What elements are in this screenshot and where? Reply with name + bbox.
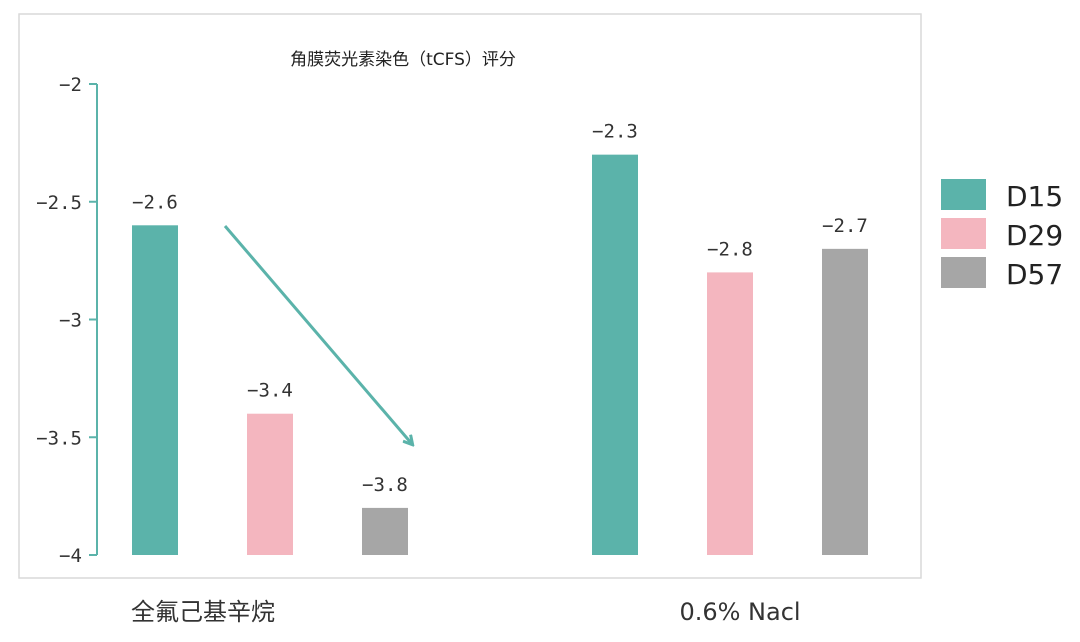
chart-title: 角膜荧光素染色（tCFS）评分 xyxy=(290,50,516,70)
y-tick-label: −2 xyxy=(59,74,82,96)
y-tick-label: −3.5 xyxy=(36,427,82,449)
data-labels: −2.6 −3.4 −3.8 −2.3 −2.8 −2.7 xyxy=(132,121,868,496)
legend-swatch-d57 xyxy=(941,257,986,288)
category-label: 0.6% Nacl xyxy=(679,598,800,626)
y-tick-label: −4 xyxy=(59,545,82,567)
legend-swatch-d15 xyxy=(941,179,986,210)
data-label: −3.4 xyxy=(247,380,293,402)
data-label: −2.3 xyxy=(592,121,638,143)
bar-d15-0 xyxy=(132,225,178,556)
bar-d57-1 xyxy=(822,248,868,555)
bar-d57-0 xyxy=(362,507,408,555)
trend-arrow xyxy=(223,225,412,444)
y-tick-label: −2.5 xyxy=(36,192,82,214)
bar-d29-0 xyxy=(247,413,293,555)
data-label: −3.8 xyxy=(362,474,408,496)
y-tick-label: −3 xyxy=(59,310,82,332)
y-axis: −2 −2.5 −3 −3.5 −4 xyxy=(36,74,98,567)
bar-d15-1 xyxy=(592,154,638,555)
legend-label-d57: D57 xyxy=(1006,258,1063,291)
legend: D15 D29 D57 xyxy=(941,179,1063,291)
category-label: 全氟己基辛烷 xyxy=(131,598,275,626)
bars xyxy=(132,154,868,556)
plot-frame xyxy=(18,13,922,579)
legend-label-d15: D15 xyxy=(1006,180,1063,213)
legend-label-d29: D29 xyxy=(1006,219,1063,252)
category-labels: 全氟己基辛烷 0.6% Nacl xyxy=(131,598,801,626)
data-label: −2.7 xyxy=(822,215,868,237)
data-label: −2.8 xyxy=(707,238,753,260)
data-label: −2.6 xyxy=(132,191,178,213)
legend-swatch-d29 xyxy=(941,218,986,249)
bar-d29-1 xyxy=(707,272,753,555)
